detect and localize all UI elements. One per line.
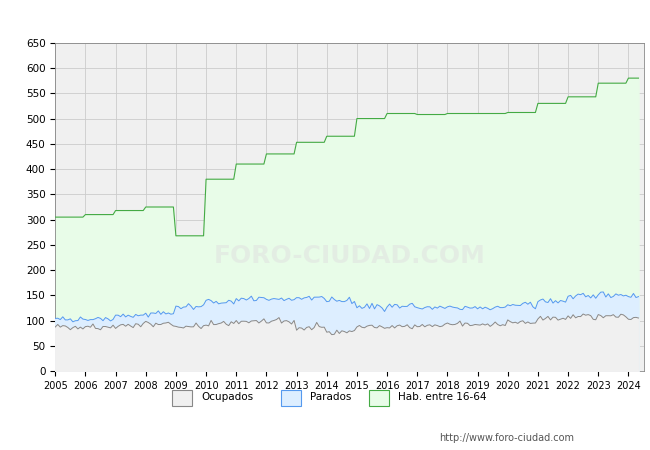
FancyBboxPatch shape <box>172 390 192 405</box>
Text: FORO-CIUDAD.COM: FORO-CIUDAD.COM <box>213 244 486 268</box>
Text: Parados: Parados <box>311 392 352 402</box>
Text: http://www.foro-ciudad.com: http://www.foro-ciudad.com <box>439 433 575 443</box>
FancyBboxPatch shape <box>369 390 389 405</box>
Text: Maspujols - Evolucion de la poblacion en edad de Trabajar Mayo de 2024: Maspujols - Evolucion de la poblacion en… <box>53 10 597 23</box>
FancyBboxPatch shape <box>281 390 302 405</box>
Text: Hab. entre 16-64: Hab. entre 16-64 <box>398 392 486 402</box>
Text: Ocupados: Ocupados <box>202 392 254 402</box>
